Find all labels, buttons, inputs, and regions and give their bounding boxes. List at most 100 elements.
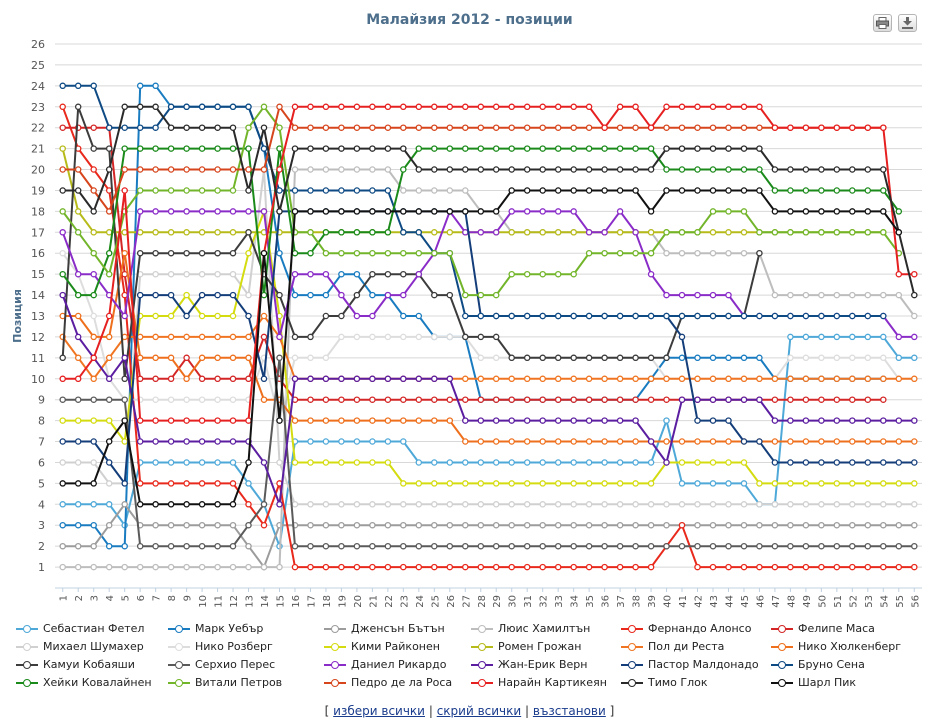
data-point [554, 270, 562, 278]
data-point [415, 396, 423, 403]
legend-item[interactable]: Шарл Пик [771, 676, 856, 690]
legend-item[interactable]: Камуи Кобаяши [16, 658, 135, 672]
data-point [229, 417, 237, 424]
legend-item[interactable]: Даниел Рикардо [324, 658, 446, 672]
legend-item[interactable]: Дженсън Бътън [324, 622, 445, 636]
data-point [229, 459, 237, 466]
series-line[interactable] [59, 103, 918, 299]
legend-item[interactable]: Нико Розберг [168, 640, 273, 654]
data-point [152, 459, 159, 466]
series-line[interactable] [59, 501, 918, 571]
data-point [74, 542, 82, 550]
legend-item[interactable]: Себастиан Фетел [16, 622, 144, 636]
legend-item[interactable]: Марк Уебър [168, 622, 263, 636]
data-point [911, 521, 918, 529]
data-point [678, 375, 686, 383]
data-point [632, 166, 639, 173]
legend-item[interactable]: Михаел Шумахер [16, 640, 144, 654]
data-point [647, 229, 655, 236]
data-point [59, 291, 66, 299]
series-line[interactable] [59, 166, 918, 508]
print-button[interactable] [873, 14, 892, 32]
data-point [678, 187, 686, 194]
legend-item[interactable]: Фернандо Алонсо [621, 622, 751, 636]
data-point [570, 208, 577, 215]
data-point [431, 124, 438, 131]
legend-item[interactable]: Жан-Ерик Верн [471, 658, 587, 672]
data-point [369, 103, 376, 111]
data-point [245, 208, 252, 215]
legend-item[interactable]: Тимо Глок [621, 676, 708, 690]
data-point [167, 166, 175, 173]
data-point [90, 501, 97, 508]
legend-item[interactable]: Бруно Сена [771, 658, 865, 672]
data-point [136, 480, 144, 487]
data-point [152, 103, 159, 111]
data-point [849, 459, 856, 466]
data-point [492, 124, 500, 131]
data-point [570, 103, 577, 111]
legend-item[interactable]: Пастор Малдонадо [621, 658, 759, 672]
data-point [74, 501, 82, 508]
data-point [787, 480, 794, 487]
data-point [74, 291, 82, 299]
series-line[interactable] [59, 82, 887, 320]
series-line[interactable] [59, 103, 887, 215]
data-point [849, 354, 856, 362]
data-point [508, 229, 515, 236]
series-line[interactable] [59, 354, 918, 550]
series-line[interactable] [59, 312, 918, 383]
data-point [105, 542, 113, 550]
legend-item[interactable]: Нарайн Картикеян [471, 676, 607, 690]
data-point [462, 563, 469, 571]
legend-item[interactable]: Хейки Ковалайнен [16, 676, 152, 690]
legend-item[interactable]: Серхио Перес [168, 658, 275, 672]
series-line[interactable] [59, 103, 903, 299]
data-point [431, 229, 438, 236]
series-line[interactable] [59, 208, 918, 487]
data-point [384, 459, 392, 466]
data-point [601, 124, 608, 131]
data-point [415, 459, 423, 466]
series-line[interactable] [59, 103, 763, 383]
data-point [771, 166, 779, 173]
data-point [338, 438, 345, 445]
series-line[interactable] [59, 103, 918, 571]
download-button[interactable] [898, 14, 917, 32]
data-point [307, 291, 314, 299]
bracket-close: ] [609, 704, 615, 718]
data-point [276, 291, 283, 299]
series-line[interactable] [59, 249, 918, 445]
legend-item[interactable]: Пол ди Реста [621, 640, 724, 654]
legend-label: Бруно Сена [798, 658, 865, 671]
legend-item[interactable]: Ромен Грожан [471, 640, 581, 654]
data-point [90, 542, 97, 550]
data-point [183, 438, 190, 445]
data-point [307, 333, 314, 341]
data-point [167, 312, 175, 320]
select-all-link[interactable]: избери всички [333, 704, 425, 718]
data-point [400, 396, 407, 403]
data-point [431, 291, 438, 299]
legend-item[interactable]: Фелипе Маса [771, 622, 875, 636]
legend-item[interactable]: Нико Хюлкенберг [771, 640, 901, 654]
legend-item[interactable]: Педро де ла Роса [324, 676, 452, 690]
data-point [539, 480, 546, 487]
data-point [198, 521, 206, 529]
data-point [833, 438, 841, 445]
data-point [74, 459, 82, 466]
series-line[interactable] [59, 208, 918, 487]
legend-item[interactable]: Витали Петров [168, 676, 282, 690]
hide-all-link[interactable]: скрий всички [436, 704, 522, 718]
legend-item[interactable]: Кими Райконен [324, 640, 440, 654]
data-point [756, 563, 763, 571]
series-line[interactable] [59, 145, 903, 299]
series-line[interactable] [59, 291, 918, 508]
data-point [338, 166, 345, 173]
x-tick-label: 30 [508, 595, 519, 608]
data-point [462, 417, 469, 424]
legend-item[interactable]: Люис Хамилтън [471, 622, 590, 636]
series-line[interactable] [59, 103, 918, 424]
series-line[interactable] [59, 187, 903, 508]
restore-link[interactable]: възстанови [532, 704, 606, 718]
